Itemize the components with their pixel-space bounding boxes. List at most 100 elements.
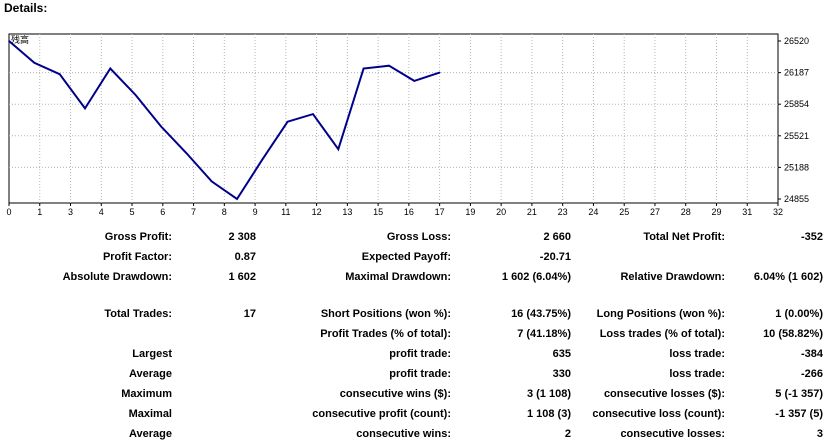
y-tick-label: 26520 — [784, 36, 809, 46]
max-cons-wins-label: consecutive wins ($): — [339, 388, 451, 400]
balance-series-line — [8, 40, 440, 201]
gross-loss-label: Gross Loss: — [386, 231, 451, 243]
balance-point — [388, 64, 390, 67]
balance-point — [362, 67, 365, 70]
y-tick-label: 24855 — [784, 194, 809, 204]
long-positions-value: 1 (0.00%) — [775, 308, 823, 320]
expected-payoff-label: Expected Payoff: — [361, 251, 451, 263]
x-tick-label: 28 — [681, 207, 691, 217]
maximal-cons-loss-value: -1 357 (5) — [775, 408, 823, 420]
balance-point — [109, 67, 112, 70]
abs-drawdown-value: 1 602 — [228, 271, 256, 283]
x-tick-label: 1 — [37, 207, 42, 217]
x-tick-label: 12 — [312, 207, 322, 217]
balance-chart: 0 1 3 4 5 6 7 8 9 11 12 13 15 16 17 19 20 21 23 24 25 27 28 29 3… — [6, 33, 809, 217]
x-tick-label: 0 — [6, 207, 11, 217]
balance-point — [185, 152, 188, 154]
x-tick-label: 19 — [465, 207, 475, 217]
balance-point — [210, 180, 213, 183]
page-title: Details: — [4, 1, 48, 15]
avg-cons-label: Average — [128, 428, 172, 440]
largest-profit-value: 635 — [552, 348, 571, 360]
profit-trades-label: Profit Trades (% of total): — [320, 328, 451, 340]
y-tick-label: 25854 — [784, 99, 809, 109]
max-cons-wins-value: 3 (1 108) — [526, 388, 571, 400]
balance-point — [236, 198, 238, 200]
balance-point — [160, 125, 162, 128]
x-tick-label: 17 — [435, 207, 445, 217]
maximal-label: Maximal — [128, 408, 172, 420]
avg-cons-wins-label: consecutive wins: — [356, 428, 451, 440]
balance-point — [286, 120, 289, 123]
x-tick-label: 11 — [281, 207, 290, 217]
max-drawdown-value: 1 602 (6.04%) — [501, 271, 571, 283]
x-tick-label: 32 — [773, 207, 783, 217]
balance-point — [58, 73, 61, 75]
y-tick-label: 26187 — [784, 68, 809, 78]
chart-series-label: 残高 — [11, 34, 29, 46]
balance-point — [413, 80, 416, 82]
x-tick-label: 4 — [99, 207, 104, 217]
x-tick-label: 27 — [650, 207, 660, 217]
balance-point — [134, 94, 137, 96]
x-tick-label: 3 — [68, 207, 73, 217]
balance-point — [8, 40, 10, 42]
net-profit-label: Total Net Profit: — [643, 231, 725, 243]
x-tick-label: 16 — [404, 207, 414, 217]
balance-point — [261, 158, 264, 161]
x-tick-label: 21 — [527, 207, 537, 217]
net-profit-value: -352 — [800, 231, 823, 243]
maximal-cons-profit-label: consecutive profit (count): — [312, 408, 451, 420]
profit-trades-value: 7 (41.18%) — [517, 328, 571, 340]
largest-label: Largest — [132, 348, 172, 360]
balance-point — [438, 71, 441, 74]
max-drawdown-label: Maximal Drawdown: — [345, 271, 451, 283]
maximum-label: Maximum — [121, 388, 172, 400]
balance-point — [33, 62, 36, 64]
gross-profit-value: 2 308 — [228, 231, 256, 243]
avg-cons-losses-label: consecutive losses: — [620, 428, 725, 440]
profit-factor-value: 0.87 — [234, 251, 256, 263]
loss-trades-label: Loss trades (% of total): — [599, 328, 725, 340]
x-tick-label: 13 — [342, 207, 352, 217]
long-positions-label: Long Positions (won %): — [596, 308, 725, 320]
x-tick-label: 6 — [160, 207, 165, 217]
balance-point — [312, 113, 314, 115]
x-tick-label: 9 — [253, 207, 258, 217]
gross-loss-value: 2 660 — [543, 231, 571, 243]
balance-point — [84, 107, 86, 110]
balance-point — [337, 148, 340, 150]
largest-loss-label: loss trade: — [669, 348, 725, 360]
x-tick-label: 23 — [558, 207, 568, 217]
x-tick-label: 24 — [588, 207, 598, 217]
gross-profit-label: Gross Profit: — [104, 231, 172, 243]
maximal-cons-profit-value: 1 108 (3) — [526, 408, 571, 420]
average-profit-label: profit trade: — [389, 368, 451, 380]
x-tick-label: 20 — [496, 207, 506, 217]
average-loss-label: loss trade: — [669, 368, 725, 380]
y-tick-label: 25188 — [784, 162, 809, 172]
expected-payoff-value: -20.71 — [539, 251, 571, 263]
x-tick-label: 31 — [742, 207, 752, 217]
average-loss-value: -266 — [800, 368, 823, 380]
average-label: Average — [128, 368, 172, 380]
total-trades-value: 17 — [243, 308, 256, 320]
loss-trades-value: 10 (58.82%) — [763, 328, 823, 340]
x-tick-label: 15 — [373, 207, 383, 217]
short-positions-value: 16 (43.75%) — [511, 308, 571, 320]
avg-cons-wins-value: 2 — [564, 428, 571, 440]
largest-loss-value: -384 — [800, 348, 823, 360]
abs-drawdown-label: Absolute Drawdown: — [62, 271, 172, 283]
maximal-cons-loss-label: consecutive loss (count): — [592, 408, 725, 420]
x-tick-label: 29 — [711, 207, 721, 217]
max-cons-losses-value: 5 (-1 357) — [775, 388, 823, 400]
y-tick-label: 25521 — [784, 131, 809, 141]
largest-profit-label: profit trade: — [389, 348, 451, 360]
max-cons-losses-label: consecutive losses ($): — [603, 388, 725, 400]
avg-cons-losses-value: 3 — [816, 428, 823, 440]
x-tick-label: 8 — [222, 207, 227, 217]
rel-drawdown-value: 6.04% (1 602) — [753, 271, 823, 283]
x-tick-label: 5 — [130, 207, 135, 217]
profit-factor-label: Profit Factor: — [102, 251, 172, 263]
